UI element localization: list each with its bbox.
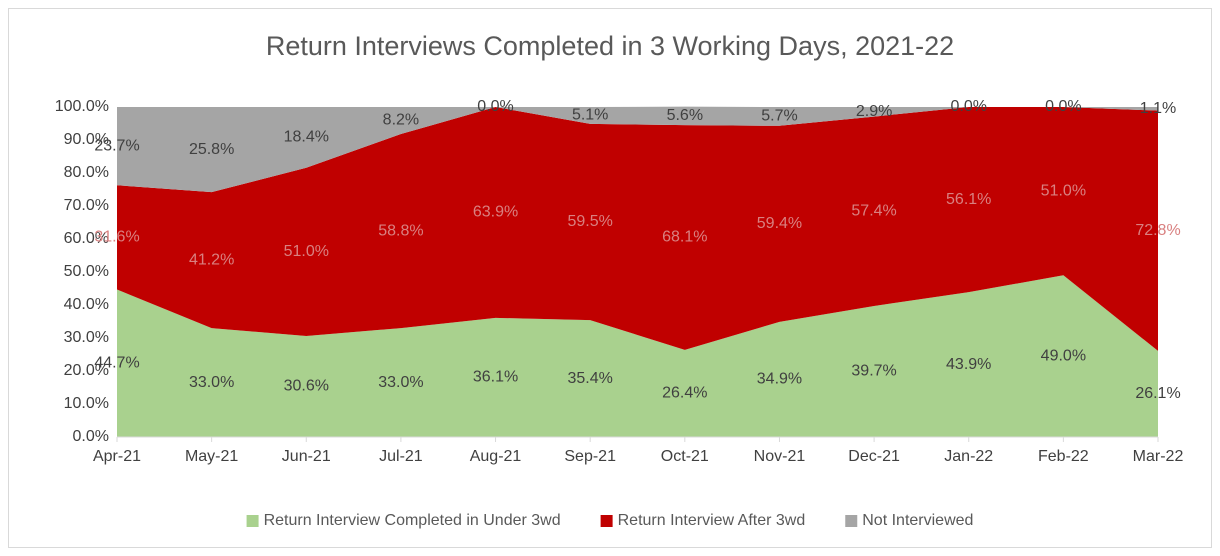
- data-label: 59.4%: [757, 215, 802, 232]
- data-label: 68.1%: [662, 229, 707, 246]
- y-tick-label: 60.0%: [64, 230, 109, 247]
- x-tick-label: Nov-21: [754, 448, 806, 465]
- data-label: 51.0%: [284, 243, 329, 260]
- x-tick-label: May-21: [185, 448, 238, 465]
- data-label: 5.6%: [667, 107, 703, 124]
- data-label: 49.0%: [1041, 347, 1086, 364]
- y-tick-label: 70.0%: [64, 197, 109, 214]
- data-label: 34.9%: [757, 371, 802, 388]
- legend-label: Not Interviewed: [862, 512, 973, 529]
- x-tick-label: Sep-21: [564, 448, 616, 465]
- chart-title: Return Interviews Completed in 3 Working…: [266, 31, 954, 61]
- y-tick-label: 40.0%: [64, 296, 109, 313]
- data-label: 41.2%: [189, 251, 234, 268]
- data-label: 56.1%: [946, 191, 991, 208]
- data-label: 63.9%: [473, 204, 518, 221]
- data-label: 1.1%: [1140, 100, 1176, 117]
- data-label: 30.6%: [284, 378, 329, 395]
- data-label: 58.8%: [378, 222, 423, 239]
- data-label: 59.5%: [567, 213, 612, 230]
- legend-label: Return Interview After 3wd: [618, 512, 806, 529]
- area: [117, 275, 1158, 437]
- data-label: 0.0%: [950, 98, 986, 115]
- y-tick-label: 20.0%: [64, 362, 109, 379]
- x-tick-label: Dec-21: [848, 448, 900, 465]
- data-label: 44.7%: [94, 354, 139, 371]
- data-label: 8.2%: [383, 112, 419, 129]
- area: [117, 106, 1158, 193]
- y-tick-label: 100.0%: [55, 98, 109, 115]
- x-tick-label: Jun-21: [282, 448, 331, 465]
- data-label: 26.4%: [662, 385, 707, 402]
- data-label: 0.0%: [477, 98, 513, 115]
- data-label: 36.1%: [473, 369, 518, 386]
- data-label: 2.9%: [856, 103, 892, 120]
- y-tick-label: 50.0%: [64, 263, 109, 280]
- x-tick-label: Feb-22: [1038, 448, 1089, 465]
- legend-label: Return Interview Completed in Under 3wd: [264, 512, 561, 529]
- data-label: 57.4%: [851, 202, 896, 219]
- data-label: 26.1%: [1135, 385, 1180, 402]
- data-label: 51.0%: [1041, 182, 1086, 199]
- x-tick-label: Oct-21: [661, 448, 709, 465]
- data-label: 25.8%: [189, 141, 234, 158]
- data-label: 72.8%: [1135, 222, 1180, 239]
- data-label: 5.7%: [761, 108, 797, 125]
- y-tick-label: 10.0%: [64, 395, 109, 412]
- area: [117, 107, 1158, 351]
- legend-swatch: [600, 515, 613, 527]
- data-label: 0.0%: [1045, 98, 1081, 115]
- x-tick-label: Apr-21: [93, 448, 141, 465]
- data-label: 43.9%: [946, 356, 991, 373]
- data-label: 18.4%: [284, 129, 329, 146]
- data-label: 31.6%: [94, 229, 139, 246]
- data-label: 35.4%: [567, 370, 612, 387]
- data-label: 23.7%: [94, 137, 139, 154]
- data-label: 39.7%: [851, 363, 896, 380]
- y-tick-label: 30.0%: [64, 329, 109, 346]
- data-label: 5.1%: [572, 107, 608, 124]
- x-tick-label: Jul-21: [379, 448, 423, 465]
- y-tick-label: 80.0%: [64, 164, 109, 181]
- data-label: 33.0%: [189, 374, 234, 391]
- data-label: 33.0%: [378, 374, 423, 391]
- x-tick-label: Aug-21: [470, 448, 522, 465]
- legend-swatch: [246, 515, 259, 527]
- x-tick-label: Mar-22: [1133, 448, 1184, 465]
- x-tick-label: Jan-22: [944, 448, 993, 465]
- y-tick-label: 90.0%: [64, 131, 109, 148]
- legend-swatch: [845, 515, 858, 527]
- y-tick-label: 0.0%: [73, 428, 109, 445]
